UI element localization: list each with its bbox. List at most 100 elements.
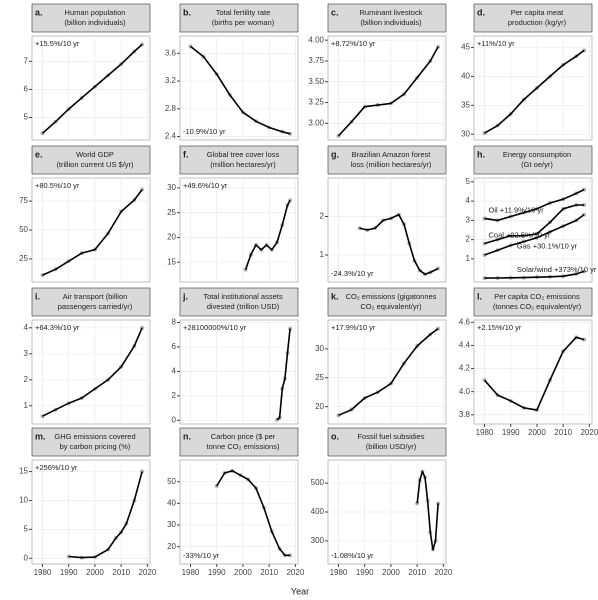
panel-label: d. <box>477 7 485 17</box>
y-tick-label: 4.4 <box>459 341 471 350</box>
panel-title: CO₂ equivalent/yr) <box>360 302 422 311</box>
trend-annotation: +2.15%/10 yr <box>477 323 522 332</box>
x-tick-label: 2010 <box>408 568 426 577</box>
panel-title: (billion USD/yr) <box>366 442 417 451</box>
panel-title: Total institutional assets <box>203 292 282 301</box>
trend-line <box>337 46 439 137</box>
panel-label: h. <box>477 149 485 159</box>
x-tick-label: 2000 <box>86 568 104 577</box>
y-tick-label: 40 <box>461 72 470 81</box>
y-tick-label: 300 <box>311 536 325 545</box>
panel-title: GHG emissions covered <box>54 432 135 441</box>
y-tick-label: 1 <box>320 250 325 259</box>
panel-title: (tonnes CO₂ equivalent/yr) <box>493 302 582 311</box>
trend-line <box>484 270 585 279</box>
panel-title: Per capita meat <box>511 8 564 17</box>
trend-annotation: +28100000%/10 yr <box>183 323 247 332</box>
panel-header <box>179 145 299 175</box>
panel-label: a. <box>35 7 43 17</box>
data-point <box>415 501 420 506</box>
panel-title: (trillion current US $/yr) <box>56 160 134 169</box>
y-tick-label: 4.2 <box>459 364 471 373</box>
data-point <box>288 553 293 558</box>
trend-line <box>359 213 439 276</box>
panel-title: tonne CO₂ emissions) <box>207 442 280 451</box>
y-tick-label: 3.6 <box>165 48 177 57</box>
plot-area <box>179 319 299 425</box>
x-tick-label: 1980 <box>182 568 200 577</box>
panel-title: (billion individuals) <box>64 18 126 27</box>
panel-header <box>473 3 593 33</box>
trend-annotation: -33%/10 yr <box>183 551 220 560</box>
panel-title: Human population <box>65 8 126 17</box>
panel-header <box>179 3 299 33</box>
x-tick-label: 2000 <box>382 568 400 577</box>
panel-label: e. <box>35 149 43 159</box>
x-tick-label: 2020 <box>434 568 452 577</box>
trend-annotation: +8.72%/10 yr <box>331 39 376 48</box>
y-tick-label: 3.25 <box>308 98 324 107</box>
panel-header <box>327 287 447 317</box>
x-axis-title: Year <box>291 586 309 596</box>
x-tick-label: 2020 <box>286 568 304 577</box>
x-tick-label: 2010 <box>554 428 572 437</box>
panel-label: i. <box>35 291 40 301</box>
y-tick-label: 30 <box>167 520 176 529</box>
panel-header <box>31 145 151 175</box>
panel-title: World GDP <box>76 150 114 159</box>
panel-label: o. <box>331 431 339 441</box>
y-tick-label: 35 <box>461 100 470 109</box>
x-tick-label: 1980 <box>34 568 52 577</box>
y-tick-label: 3.00 <box>308 118 324 127</box>
panel-label: b. <box>183 7 191 17</box>
plot-area <box>179 177 299 283</box>
data-point <box>482 276 487 281</box>
panel-title: Global tree cover loss <box>207 150 280 159</box>
y-tick-label: 2.8 <box>165 104 177 113</box>
panel-label: g. <box>331 149 339 159</box>
plot-area <box>473 319 593 425</box>
y-tick-label: 4.00 <box>308 35 324 44</box>
y-tick-label: 10 <box>19 496 28 505</box>
x-tick-label: 1980 <box>330 568 348 577</box>
trend-annotation: +17.9%/10 yr <box>331 323 376 332</box>
panel-title: Energy consumption <box>503 150 571 159</box>
panel-title: loss (million hectares/yr) <box>351 160 432 169</box>
y-tick-label: 0 <box>24 553 29 562</box>
panel-title: passengers carried/yr) <box>58 302 133 311</box>
panel-title: (births per woman) <box>212 18 275 27</box>
data-point <box>482 216 487 221</box>
data-point <box>288 326 293 331</box>
y-tick-label: 25 <box>315 373 324 382</box>
x-tick-label: 1990 <box>60 568 78 577</box>
trend-line <box>42 189 143 276</box>
trend-line <box>244 199 291 270</box>
series-label: Solar/wind +373%/10 yr <box>517 265 597 274</box>
panel-title: Fossil fuel subsidies <box>357 432 424 441</box>
series-label: Oil +11.9%/10 yr <box>488 205 544 214</box>
y-tick-label: 4 <box>172 366 177 375</box>
panel-header <box>327 145 447 175</box>
trend-line <box>276 328 291 421</box>
panel-header <box>473 145 593 175</box>
y-tick-label: 500 <box>311 478 325 487</box>
trend-annotation: +15.5%/10 yr <box>35 39 80 48</box>
y-tick-label: 25 <box>167 208 176 217</box>
y-tick-label: 50 <box>167 477 176 486</box>
trend-line <box>42 327 143 417</box>
y-tick-label: 1 <box>24 401 29 410</box>
panel-title: Air transport (billion <box>63 292 128 301</box>
y-tick-label: 8 <box>172 318 177 327</box>
panel-title: Per capita CO₂ emissions <box>494 292 580 301</box>
panel-label: l. <box>477 291 482 301</box>
x-tick-label: 2010 <box>260 568 278 577</box>
y-tick-label: 3 <box>466 215 471 224</box>
trend-line <box>484 49 585 134</box>
y-tick-label: 25 <box>19 254 28 263</box>
y-tick-label: 4 <box>466 196 471 205</box>
trend-line <box>484 188 585 222</box>
x-tick-label: 2010 <box>112 568 130 577</box>
trend-annotation: +80.5%/10 yr <box>35 181 80 190</box>
panel-title: production (kg/yr) <box>508 18 567 27</box>
